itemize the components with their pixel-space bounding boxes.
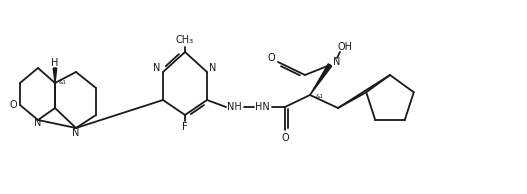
Text: CH₃: CH₃: [176, 35, 194, 45]
Polygon shape: [53, 68, 57, 83]
Text: O: O: [267, 53, 275, 63]
Text: N: N: [34, 118, 42, 128]
Text: O: O: [281, 133, 289, 143]
Text: H: H: [51, 58, 58, 68]
Text: O: O: [9, 100, 17, 110]
Text: &1: &1: [316, 94, 324, 100]
Text: N: N: [153, 63, 161, 73]
Polygon shape: [310, 64, 331, 95]
Text: N: N: [72, 128, 80, 138]
Text: N: N: [333, 57, 340, 67]
Text: OH: OH: [337, 42, 353, 52]
Text: &1: &1: [59, 81, 67, 86]
Text: F: F: [182, 122, 188, 132]
Text: NH: NH: [227, 102, 241, 112]
Text: N: N: [209, 63, 217, 73]
Text: HN: HN: [255, 102, 269, 112]
